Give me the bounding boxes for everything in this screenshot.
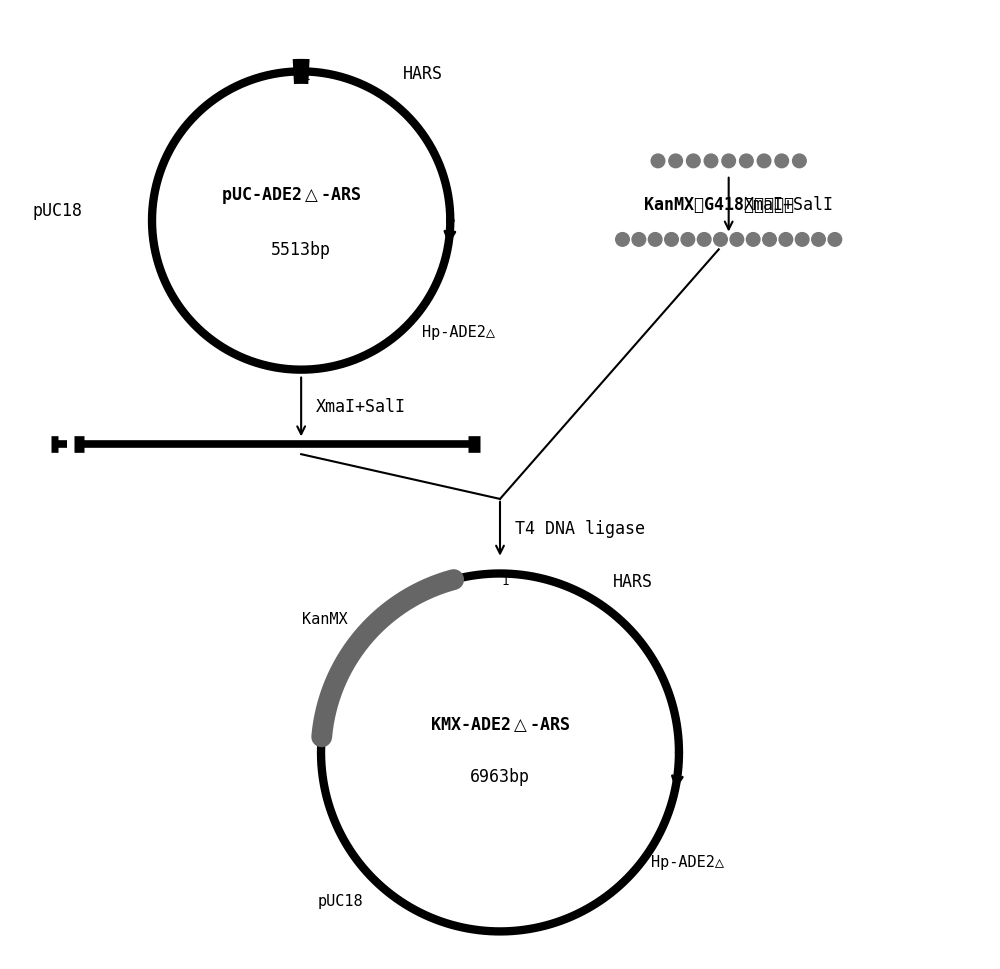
Text: Hp-ADE2△: Hp-ADE2△ (651, 855, 724, 870)
Circle shape (746, 233, 760, 246)
Circle shape (812, 233, 825, 246)
Text: HARS: HARS (403, 65, 443, 83)
Circle shape (779, 233, 793, 246)
Circle shape (740, 154, 753, 168)
Circle shape (757, 154, 771, 168)
Circle shape (681, 233, 695, 246)
Circle shape (651, 154, 665, 168)
Text: 5513bp: 5513bp (271, 241, 331, 260)
Circle shape (687, 154, 700, 168)
Circle shape (697, 233, 711, 246)
Text: 6963bp: 6963bp (470, 768, 530, 786)
Text: KanMX（G418抗性基因）: KanMX（G418抗性基因） (644, 196, 794, 214)
Circle shape (632, 233, 646, 246)
Text: pUC-ADE2$\triangle$-ARS: pUC-ADE2$\triangle$-ARS (221, 185, 361, 206)
Circle shape (730, 233, 744, 246)
Text: XmaI+SalI: XmaI+SalI (316, 398, 406, 416)
Text: KMX-ADE2$\triangle$-ARS: KMX-ADE2$\triangle$-ARS (430, 715, 570, 735)
Text: T4 DNA ligase: T4 DNA ligase (515, 519, 645, 538)
Circle shape (648, 233, 662, 246)
Text: 1: 1 (501, 576, 509, 588)
Circle shape (669, 154, 682, 168)
Text: Hp-ADE2△: Hp-ADE2△ (422, 326, 495, 340)
Circle shape (763, 233, 776, 246)
Circle shape (704, 154, 718, 168)
Circle shape (793, 154, 806, 168)
Text: pUC18: pUC18 (318, 894, 364, 909)
Circle shape (795, 233, 809, 246)
Text: XmaI+SalI: XmaI+SalI (744, 196, 834, 213)
Circle shape (775, 154, 789, 168)
Circle shape (616, 233, 629, 246)
Circle shape (665, 233, 678, 246)
Text: pUC18: pUC18 (32, 202, 82, 220)
Circle shape (714, 233, 727, 246)
Text: HARS: HARS (613, 573, 653, 591)
Text: 1: 1 (302, 71, 310, 83)
Circle shape (722, 154, 735, 168)
Text: KanMX: KanMX (302, 612, 348, 628)
Circle shape (828, 233, 842, 246)
